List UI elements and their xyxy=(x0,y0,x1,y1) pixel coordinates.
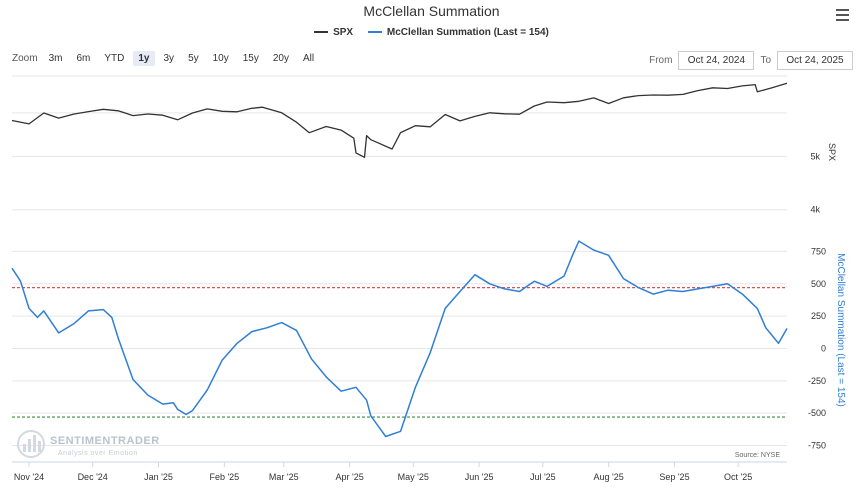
mcclellan-tick-label: 0 xyxy=(821,343,826,353)
x-tick-label: Mar '25 xyxy=(269,472,299,482)
menu-bar xyxy=(836,19,849,21)
x-tick-label: Aug '25 xyxy=(594,472,624,482)
from-label: From xyxy=(649,55,673,66)
legend-label-spx: SPX xyxy=(333,26,354,38)
from-date-input[interactable]: Oct 24, 2024 xyxy=(678,51,755,70)
legend: SPX McClellan Summation (Last = 154) xyxy=(0,25,863,38)
hamburger-menu-icon[interactable] xyxy=(836,9,849,21)
mcclellan-tick-label: 500 xyxy=(811,279,826,289)
zoom-button-3m[interactable]: 3m xyxy=(48,53,63,64)
x-tick-label: Dec '24 xyxy=(78,472,108,482)
series-lines xyxy=(11,82,788,438)
mcclellan-tick-label: -250 xyxy=(808,376,826,386)
date-range-selector: From Oct 24, 2024 To Oct 24, 2025 xyxy=(643,51,853,70)
watermark-logo-icon xyxy=(17,430,45,458)
spx-series-line xyxy=(11,82,788,158)
zoom-button-ytd[interactable]: YTD xyxy=(104,53,125,64)
menu-bar xyxy=(836,14,849,16)
x-tick-label: Oct '25 xyxy=(724,472,752,482)
x-tick-label: Sep '25 xyxy=(659,472,689,482)
mcclellan-tick-label: -750 xyxy=(808,441,826,451)
to-label: To xyxy=(760,55,771,66)
x-tick-label: Jan '25 xyxy=(144,472,173,482)
zoom-button-3y[interactable]: 3y xyxy=(163,53,175,64)
menu-bar xyxy=(836,9,849,11)
reference-lines xyxy=(12,287,787,418)
zoom-button-1y[interactable]: 1y xyxy=(133,51,155,66)
spx-axis-title: SPX xyxy=(827,143,837,161)
chart-title: McClellan Summation xyxy=(363,3,500,19)
zoom-button-6m[interactable]: 6m xyxy=(76,53,91,64)
legend-swatch-spx xyxy=(314,31,329,33)
to-date-input[interactable]: Oct 24, 2025 xyxy=(777,51,853,70)
legend-item-spx[interactable]: SPX xyxy=(314,27,353,38)
x-tick-label: Feb '25 xyxy=(209,472,239,482)
zoom-button-15y[interactable]: 15y xyxy=(242,53,259,64)
mcclellan-axis: 750 500 250 0 -250 -500 -750 xyxy=(808,246,826,450)
x-tick-label: Apr '25 xyxy=(335,472,363,482)
watermark-name: SENTIMENTRADER xyxy=(50,435,160,447)
grid-lines xyxy=(12,75,787,447)
spx-tick-label: 5k xyxy=(810,151,820,161)
mcclellan-tick-label: 750 xyxy=(811,246,826,256)
source-note: Source: NYSE xyxy=(735,452,780,459)
x-axis: Nov '24 Dec '24 Jan '25 Feb '25 Mar '25 Apr '… xyxy=(12,461,787,482)
x-tick-label: May '25 xyxy=(398,472,429,482)
legend-item-mcclellan[interactable]: McClellan Summation (Last = 154) xyxy=(367,26,549,38)
spx-axis: 5k 4k xyxy=(810,151,820,214)
zoom-button-all[interactable]: All xyxy=(303,53,315,64)
legend-label-mcclellan: McClellan Summation (Last = 154) xyxy=(386,26,549,38)
mcclellan-axis-title: McClellan Summation (Last = 154) xyxy=(835,253,846,407)
legend-swatch-mcclellan xyxy=(367,31,382,33)
mcclellan-series-line xyxy=(11,240,788,438)
zoom-button-20y[interactable]: 20y xyxy=(272,53,289,64)
zoom-button-10y[interactable]: 10y xyxy=(212,53,229,64)
zoom-button-5y[interactable]: 5y xyxy=(188,53,199,64)
x-tick-label: Jul '25 xyxy=(530,472,556,482)
spx-tick-label: 4k xyxy=(810,205,820,215)
watermark-tagline: Analysis over Emotion xyxy=(58,450,138,457)
zoom-bar: Zoom 3m 6m YTD 1y 3y 5y 10y 15y 20y All xyxy=(12,51,323,66)
x-tick-label: Nov '24 xyxy=(14,472,44,482)
mcclellan-tick-label: 250 xyxy=(811,311,826,321)
mcclellan-tick-label: -500 xyxy=(808,408,826,418)
sentimentrader-watermark: SENTIMENTRADER Analysis over Emotion xyxy=(17,430,160,458)
zoom-label: Zoom xyxy=(12,53,38,64)
x-tick-label: Jun '25 xyxy=(465,472,494,482)
